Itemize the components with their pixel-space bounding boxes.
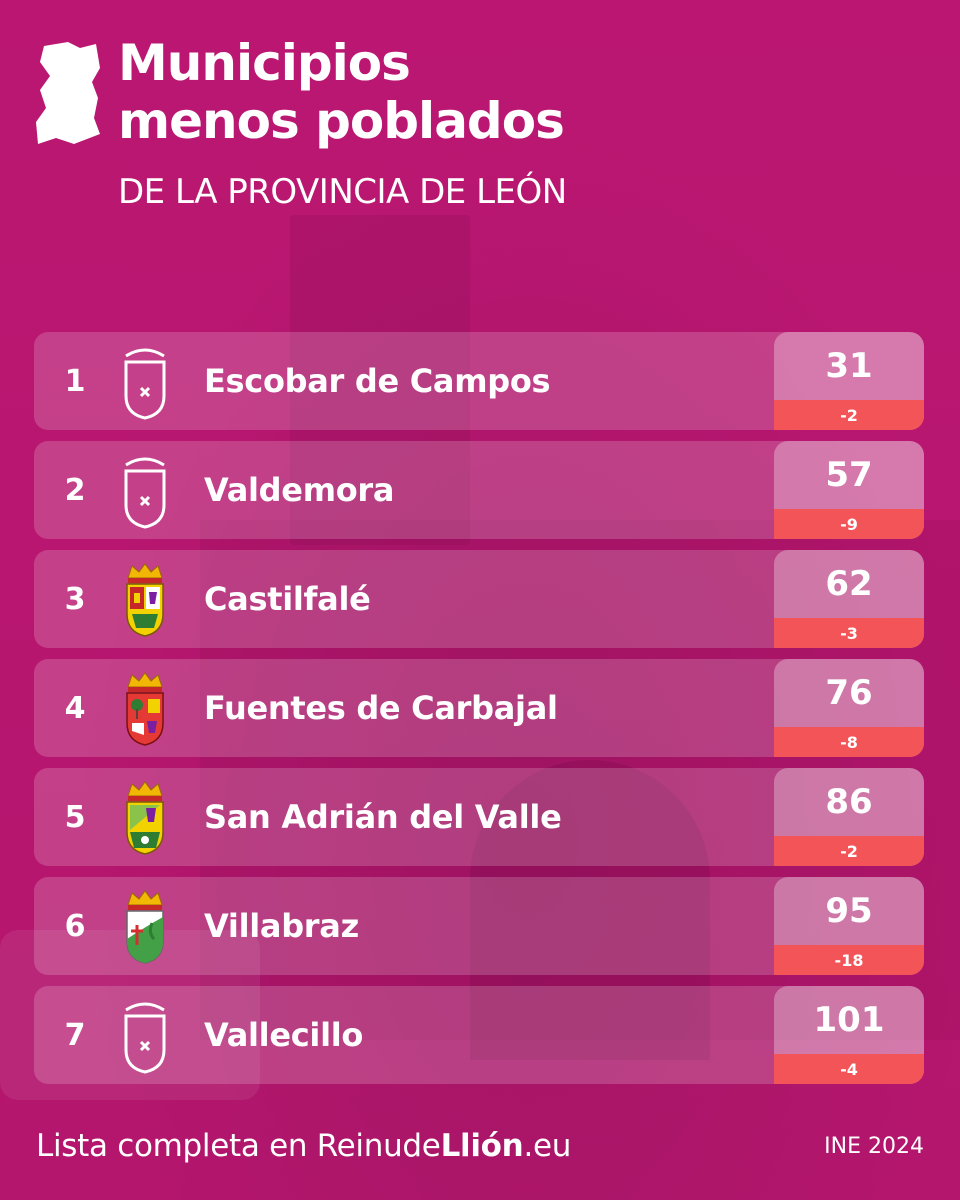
population-panel: 57 -9 xyxy=(774,441,924,539)
population-value: 31 xyxy=(825,346,873,386)
title-line-2: menos poblados xyxy=(118,92,565,150)
municipality-name: Fuentes de Carbajal xyxy=(204,689,558,727)
population-value: 57 xyxy=(825,455,873,495)
background-tower xyxy=(290,215,470,545)
population-value: 62 xyxy=(825,564,873,604)
footer-prefix: Lista completa en xyxy=(36,1128,317,1164)
coat-of-arms-icon xyxy=(126,781,164,855)
site-name-regular: Reinude xyxy=(316,1128,441,1164)
blank-shield-icon xyxy=(124,348,166,420)
list-item: 7 Vallecillo 101 -4 xyxy=(34,986,924,1084)
rank-number: 6 xyxy=(64,908,86,944)
data-source: INE 2024 xyxy=(824,1134,924,1159)
page-subtitle: DE LA PROVINCIA DE LEÓN xyxy=(118,172,567,212)
title-line-1: Municipios xyxy=(118,34,411,92)
rank-number: 2 xyxy=(64,472,86,508)
page-title: Municipios menos poblados xyxy=(118,34,565,150)
population-change: -4 xyxy=(774,1054,924,1084)
population-value: 86 xyxy=(825,782,873,822)
population-change: -18 xyxy=(774,945,924,975)
blank-shield-icon xyxy=(124,1002,166,1074)
coat-of-arms-icon xyxy=(126,563,164,637)
coat-of-arms-icon xyxy=(126,890,164,964)
population-change: -2 xyxy=(774,400,924,430)
rank-number: 5 xyxy=(64,799,86,835)
blank-shield-icon xyxy=(124,457,166,529)
population-change: -3 xyxy=(774,618,924,648)
rank-number: 4 xyxy=(64,690,86,726)
population-change: -8 xyxy=(774,727,924,757)
population-value: 95 xyxy=(825,891,873,931)
municipality-name: Vallecillo xyxy=(204,1016,364,1054)
municipality-name: Castilfalé xyxy=(204,580,371,618)
list-item: 6 Villabraz 95 -18 xyxy=(34,877,924,975)
site-name-bold: Llión xyxy=(440,1128,524,1164)
population-panel: 86 -2 xyxy=(774,768,924,866)
list-item: 3 Castilfalé 62 -3 xyxy=(34,550,924,648)
population-panel: 95 -18 xyxy=(774,877,924,975)
rank-number: 1 xyxy=(64,363,86,399)
population-value: 76 xyxy=(825,673,873,713)
rank-number: 7 xyxy=(64,1017,86,1053)
coat-of-arms-icon xyxy=(126,672,164,746)
municipality-name: Escobar de Campos xyxy=(204,362,551,400)
site-name-suffix: .eu xyxy=(523,1128,572,1164)
population-panel: 31 -2 xyxy=(774,332,924,430)
footer-link-text: Lista completa en ReinudeLlión.eu xyxy=(36,1126,571,1166)
list-item: 2 Valdemora 57 -9 xyxy=(34,441,924,539)
rank-number: 3 xyxy=(64,581,86,617)
municipality-list: 1 Escobar de Campos 31 -2 2 Valdemora 57… xyxy=(34,332,924,1095)
province-map-logo-icon xyxy=(36,42,100,144)
list-item: 4 Fuentes de Carbajal 76 -8 xyxy=(34,659,924,757)
municipality-name: Villabraz xyxy=(204,907,359,945)
municipality-name: San Adrián del Valle xyxy=(204,798,562,836)
population-value: 101 xyxy=(813,1000,885,1040)
population-panel: 101 -4 xyxy=(774,986,924,1084)
list-item: 1 Escobar de Campos 31 -2 xyxy=(34,332,924,430)
background-arch xyxy=(470,760,710,1060)
population-change: -2 xyxy=(774,836,924,866)
list-item: 5 San Adrián del Valle 86 -2 xyxy=(34,768,924,866)
footer-site-link[interactable]: ReinudeLlión.eu xyxy=(316,1128,572,1164)
population-panel: 76 -8 xyxy=(774,659,924,757)
population-panel: 62 -3 xyxy=(774,550,924,648)
municipality-name: Valdemora xyxy=(204,471,395,509)
population-change: -9 xyxy=(774,509,924,539)
